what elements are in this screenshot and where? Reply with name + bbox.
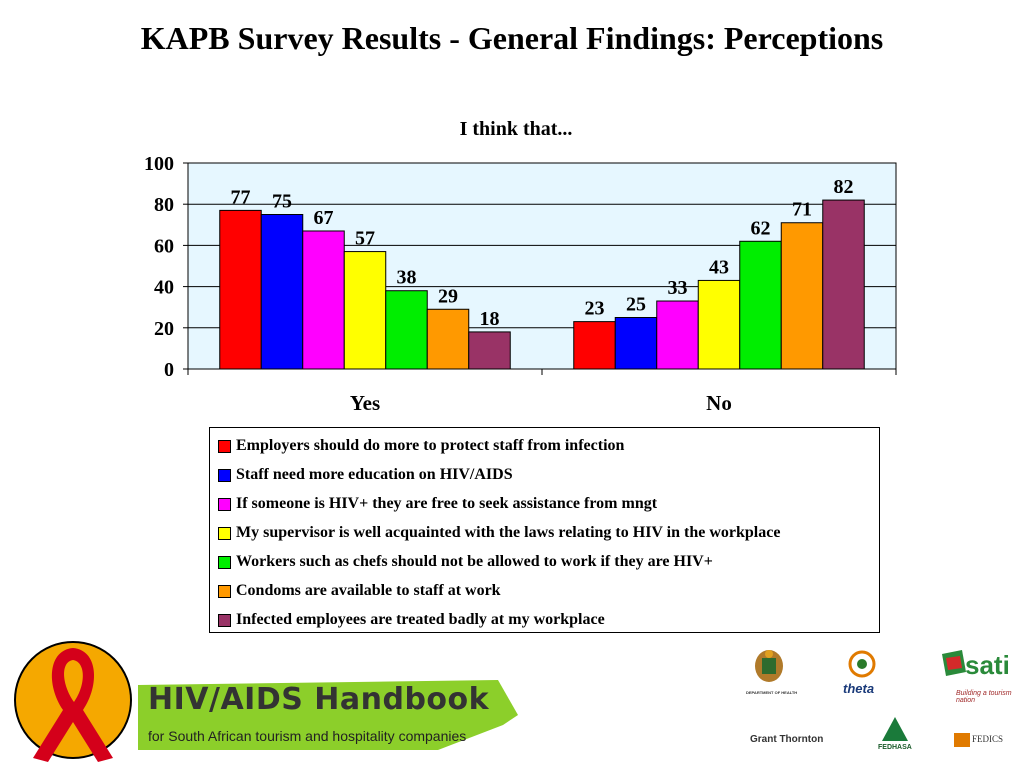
legend: Employers should do more to protect staf… (209, 427, 880, 633)
legend-item: Staff need more education on HIV/AIDS (218, 464, 513, 486)
legend-swatch (218, 584, 231, 598)
bar (780, 222, 824, 370)
y-tick-label: 40 (154, 277, 174, 299)
x-category-label: Yes (350, 391, 380, 415)
legend-label: My supervisor is well acquainted with th… (236, 524, 781, 541)
fedics-logo-text: FEDICS (972, 734, 1004, 744)
legend-label: Infected employees are treated badly at … (236, 611, 605, 628)
bar-value-label: 43 (709, 256, 729, 278)
bar-value-label: 23 (585, 298, 605, 320)
sati-logo-text: sati (965, 650, 1010, 680)
bar-value-label: 33 (668, 277, 688, 299)
bar-value-label: 82 (834, 176, 854, 198)
legend-swatch (218, 468, 231, 482)
y-tick-label: 60 (154, 235, 174, 257)
y-tick-label: 100 (144, 153, 174, 175)
bar (302, 230, 345, 370)
theta-logo-text: theta (843, 681, 875, 696)
axes: 0 20 40 60 80 100 Yes No (144, 153, 897, 415)
bar (343, 251, 387, 370)
legend-label: Condoms are available to staff at work (236, 582, 501, 599)
bar (697, 279, 741, 370)
bar-value-label: 71 (792, 199, 812, 221)
fedhasa-emblem-icon (882, 717, 908, 741)
bar-value-label: 29 (438, 285, 458, 307)
legend-swatch (218, 439, 231, 453)
y-tick-label: 80 (154, 194, 174, 216)
x-category-label: No (706, 391, 732, 415)
bar (822, 199, 865, 370)
grant-thornton-logo: Grant Thornton (750, 734, 824, 745)
red-ribbon-logo (14, 641, 132, 762)
bar (614, 317, 658, 370)
page-title: KAPB Survey Results - General Findings: … (140, 20, 884, 56)
bar-value-label: 62 (751, 217, 771, 239)
theta-emblem-icon (848, 650, 876, 678)
fedics-emblem-icon (954, 733, 970, 747)
handbook-banner (138, 680, 518, 750)
bar (656, 300, 699, 370)
bar-value-label: 25 (626, 294, 646, 316)
fedhasa-logo-text: FEDHASA (878, 744, 912, 751)
legend-label: If someone is HIV+ they are free to seek… (236, 495, 658, 512)
legend-label: Workers such as chefs should not be allo… (236, 553, 713, 570)
coat-of-arms-icon (755, 650, 783, 682)
handbook-title: HIV/AIDS Handbook (148, 682, 490, 717)
y-tick-label: 20 (154, 318, 174, 340)
legend-item: Employers should do more to protect staf… (218, 435, 624, 457)
bar-value-label: 67 (314, 207, 334, 229)
sati-tagline: Building a tourism nation (956, 690, 1012, 704)
legend-item: Condoms are available to staff at work (218, 580, 501, 602)
bar-chart: I think that... 0 20 40 60 80 100 Yes No 77 75 67… (144, 118, 897, 415)
bar (385, 290, 428, 370)
legend-swatch (218, 497, 231, 511)
bar (739, 240, 782, 370)
handbook-subtitle: for South African tourism and hospitalit… (148, 728, 467, 744)
sati-flag-icon (942, 650, 966, 676)
legend-item: Infected employees are treated badly at … (218, 609, 605, 631)
legend-item: My supervisor is well acquainted with th… (218, 522, 780, 544)
bars (219, 199, 865, 370)
bar (426, 308, 470, 370)
chart-title: I think that... (460, 118, 573, 140)
y-tick-label: 0 (164, 359, 174, 381)
bar-value-label: 75 (272, 191, 292, 213)
bar-value-label: 57 (355, 228, 375, 250)
bar (219, 209, 262, 370)
legend-label: Employers should do more to protect staf… (236, 437, 625, 454)
legend-swatch (218, 555, 231, 569)
data-labels: 77 75 67 57 38 29 18 23 25 33 43 62 71 82 (231, 176, 854, 330)
bar-value-label: 18 (480, 308, 500, 330)
bar (260, 214, 304, 370)
legend-label: Staff need more education on HIV/AIDS (236, 466, 513, 483)
legend-item: Workers such as chefs should not be allo… (218, 551, 713, 573)
legend-swatch (218, 526, 231, 540)
bar-value-label: 77 (231, 186, 251, 208)
dept-health-label: DEPARTMENT OF HEALTH (746, 690, 798, 695)
legend-swatch (218, 613, 231, 627)
bar (468, 331, 511, 370)
bar-value-label: 38 (397, 267, 417, 289)
legend-item: If someone is HIV+ they are free to seek… (218, 493, 657, 515)
bar (573, 321, 616, 370)
